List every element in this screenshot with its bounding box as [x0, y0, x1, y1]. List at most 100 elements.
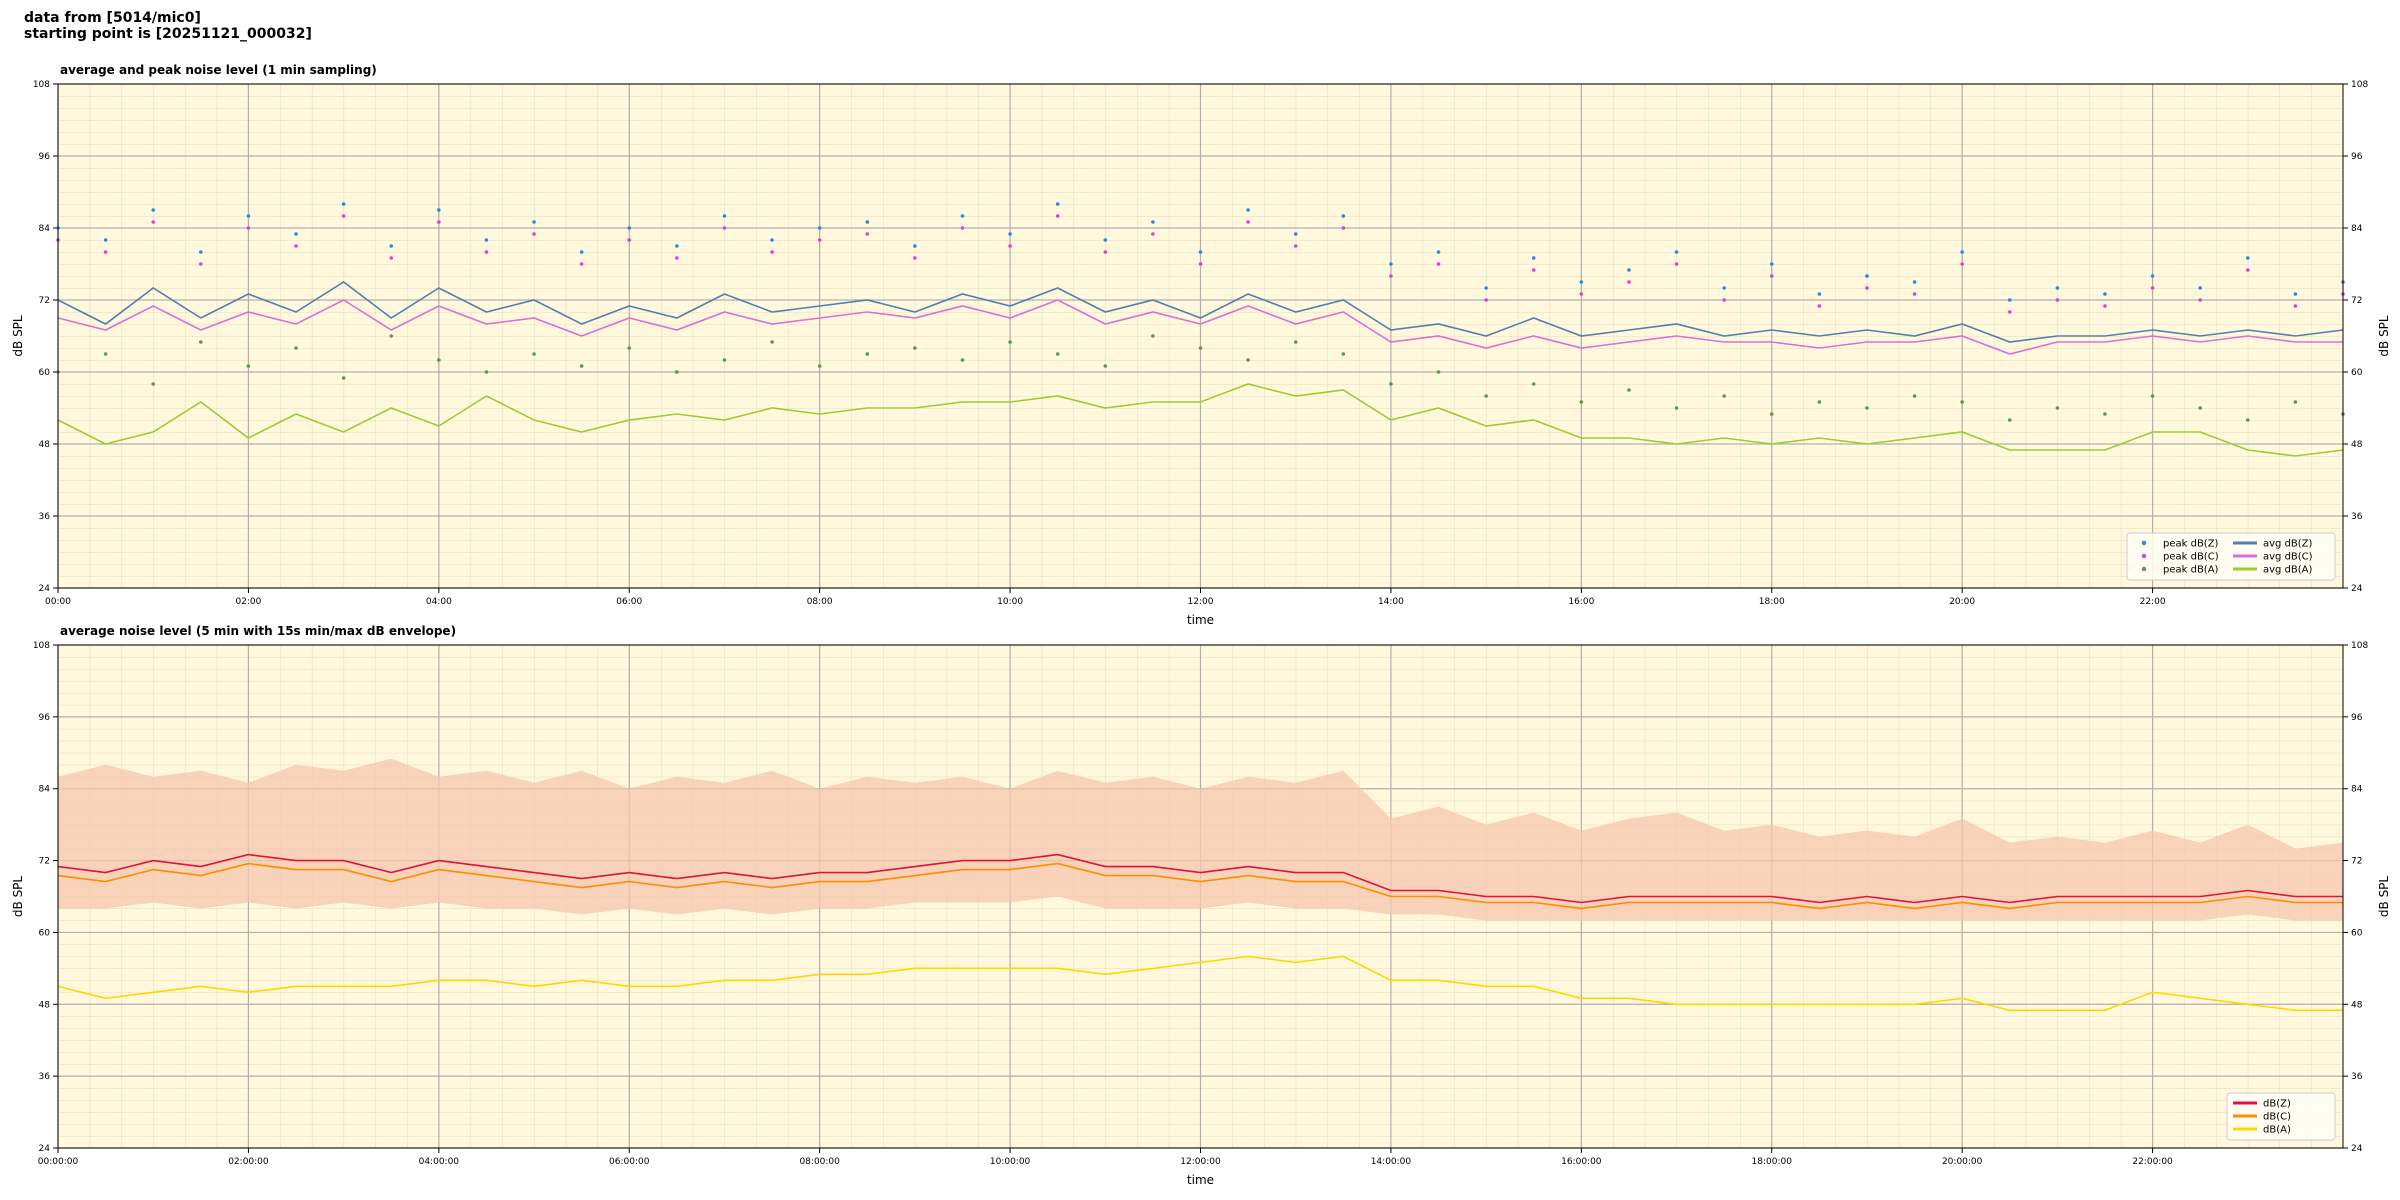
peak-point: [1246, 220, 1250, 224]
y-axis-label: dB SPL: [11, 876, 25, 918]
peak-point: [1912, 292, 1917, 296]
peak-point: [817, 364, 822, 368]
peak-point: [199, 250, 203, 254]
y-tick-label: 108: [33, 80, 50, 90]
peak-point: [2103, 292, 2107, 296]
y-tick-label-right: 36: [2351, 1072, 2363, 1082]
peak-point: [1722, 298, 1726, 302]
y-tick-label-right: 108: [2351, 641, 2368, 651]
peak-point: [1531, 382, 1536, 386]
peak-point: [1008, 244, 1012, 248]
peak-point: [294, 346, 298, 350]
y-tick-label: 72: [39, 296, 50, 306]
peak-point: [1055, 202, 1060, 206]
x-tick-label: 12:00: [1188, 597, 1214, 607]
peak-point: [1151, 334, 1155, 338]
y-tick-label-right: 84: [2351, 785, 2363, 795]
peak-point: [579, 262, 584, 266]
x-tick-label: 10:00: [997, 597, 1023, 607]
legend-label: peak dB(A): [2163, 565, 2219, 576]
peak-point: [770, 250, 774, 254]
peak-point: [1674, 406, 1679, 410]
x-tick-label: 20:00: [1949, 597, 1975, 607]
peak-point: [1960, 262, 1964, 266]
peak-point: [1484, 286, 1488, 290]
peak-point: [2150, 394, 2155, 398]
peak-point: [2293, 292, 2298, 296]
plot-frame: [57, 83, 2344, 589]
peak-point: [1341, 352, 1346, 356]
y-tick-label: 108: [33, 641, 50, 651]
peak-point: [2055, 286, 2060, 290]
x-tick-label: 10:00:00: [990, 1157, 1031, 1167]
peak-point: [1865, 286, 1869, 290]
legend-label: peak dB(C): [2163, 552, 2219, 563]
y-tick-label: 36: [39, 512, 51, 522]
y-tick-label-right: 72: [2351, 296, 2362, 306]
peak-point: [1341, 214, 1346, 218]
x-tick-label: 18:00:00: [1752, 1157, 1793, 1167]
peak-point: [341, 202, 346, 206]
peak-point: [246, 364, 251, 368]
legend-label: avg dB(A): [2263, 565, 2313, 576]
y-tick-label: 24: [39, 584, 51, 594]
peak-point: [437, 220, 441, 224]
peak-point: [437, 358, 441, 362]
y-tick-label: 24: [39, 1144, 51, 1154]
x-axis-label: time: [1187, 1173, 1214, 1187]
peak-point: [1103, 238, 1108, 242]
y-axis-label-right: dB SPL: [2377, 315, 2391, 357]
peak-point: [722, 214, 727, 218]
peak-point: [627, 346, 632, 350]
peak-point: [817, 226, 822, 230]
peak-point: [532, 352, 536, 356]
y-tick-label-right: 48: [2351, 1000, 2363, 1010]
peak-point: [199, 262, 203, 266]
y-tick-label: 96: [39, 152, 51, 162]
y-tick-label-right: 84: [2351, 224, 2363, 234]
peak-point: [1722, 286, 1726, 290]
peak-point: [151, 382, 156, 386]
peak-point: [1769, 412, 1774, 416]
peak-point: [913, 244, 917, 248]
peak-point: [484, 370, 489, 374]
peak-point: [960, 214, 965, 218]
peak-point: [151, 220, 156, 224]
peak-point: [865, 352, 870, 356]
peak-point: [1722, 394, 1726, 398]
peak-point: [770, 340, 774, 344]
y-tick-label-right: 60: [2351, 368, 2363, 378]
x-tick-label: 06:00:00: [609, 1157, 650, 1167]
series-line: [57, 853, 2343, 904]
peak-point: [2055, 298, 2060, 302]
peak-point: [865, 232, 870, 236]
peak-point: [1055, 352, 1060, 356]
peak-point: [1579, 400, 1584, 404]
y-tick-label-right: 108: [2351, 80, 2368, 90]
peak-point: [341, 376, 346, 380]
y-tick-label-right: 24: [2351, 1144, 2363, 1154]
x-tick-label: 04:00: [426, 597, 452, 607]
peak-point: [246, 226, 251, 230]
plot-frame: [57, 644, 2344, 1149]
peak-point: [341, 214, 346, 218]
peak-point: [1531, 256, 1536, 260]
peak-point: [1389, 262, 1393, 266]
peak-point: [389, 244, 394, 248]
peak-point: [1960, 400, 1964, 404]
peak-point: [960, 358, 965, 362]
peak-point: [579, 364, 584, 368]
peak-point: [532, 232, 536, 236]
peak-point: [1627, 388, 1631, 392]
peak-point: [722, 226, 727, 230]
series-line: [57, 383, 2344, 457]
y-tick-label: 96: [39, 713, 51, 723]
peak-point: [484, 238, 489, 242]
x-tick-label: 06:00: [616, 597, 642, 607]
peak-point: [2007, 418, 2012, 422]
peak-point: [1293, 244, 1298, 248]
y-tick-label-right: 24: [2351, 584, 2363, 594]
peak-point: [1912, 394, 1917, 398]
